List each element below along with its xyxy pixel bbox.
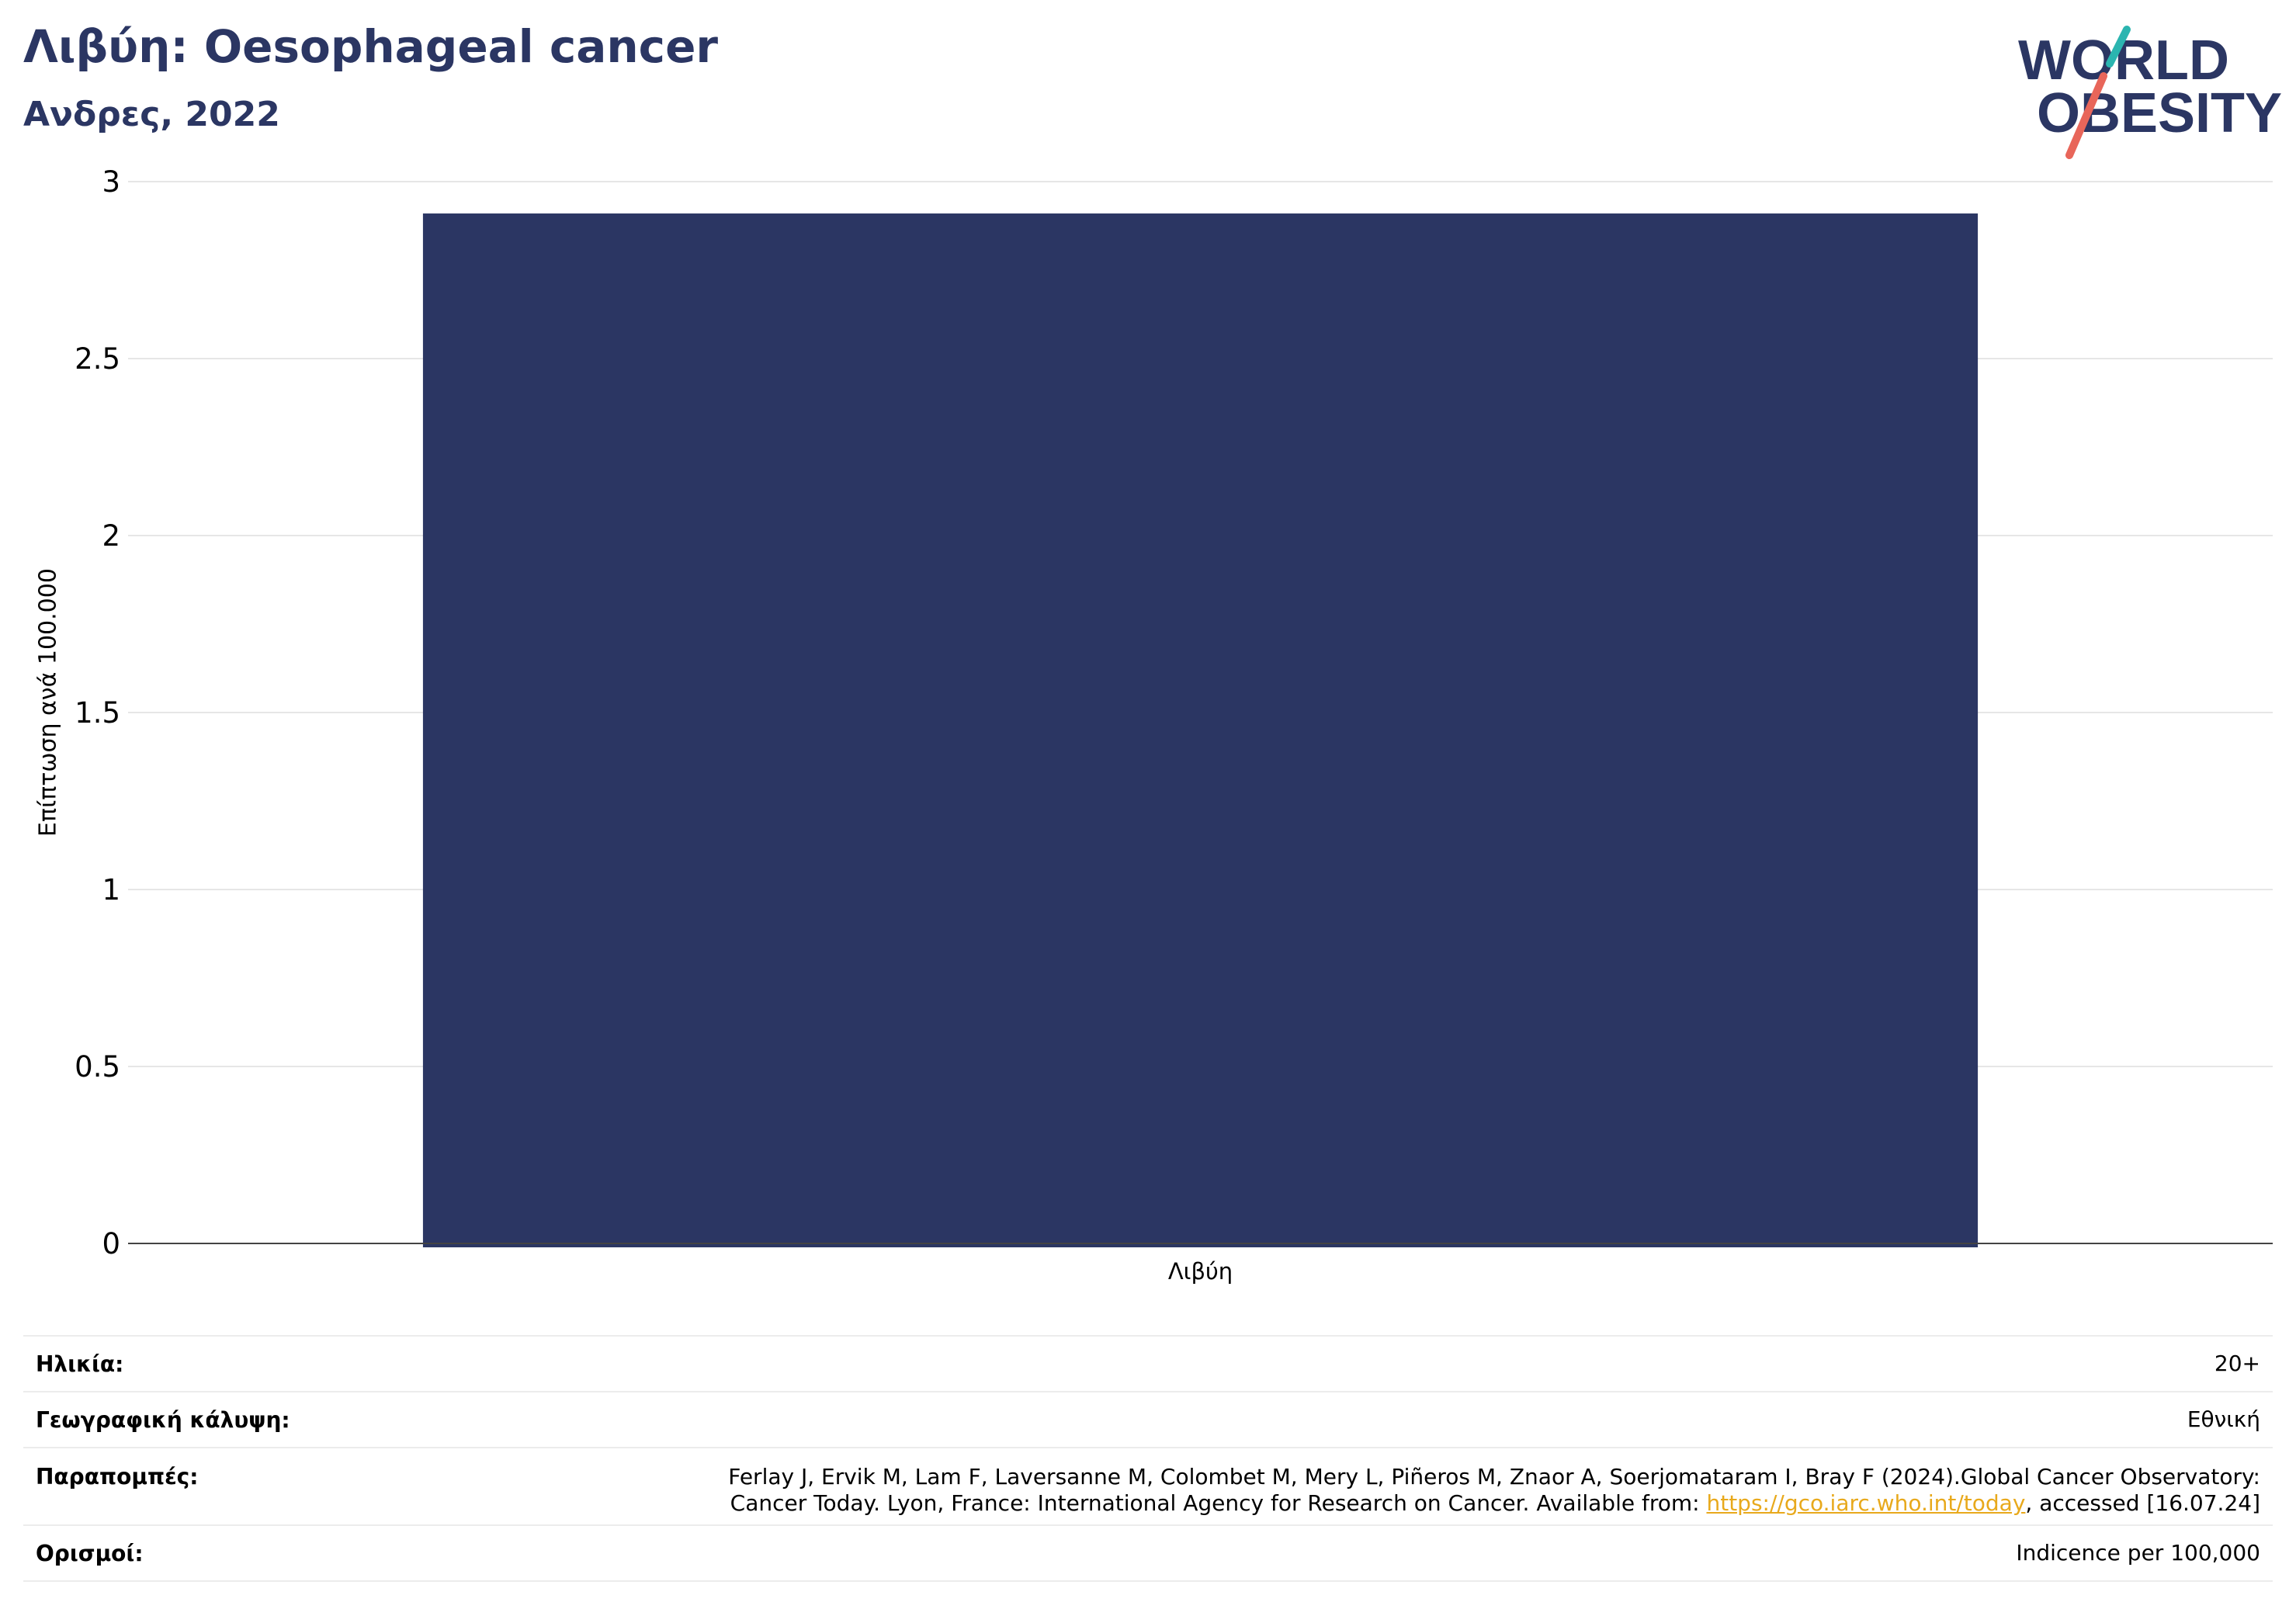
references-link[interactable]: https://gco.iarc.who.int/today xyxy=(1706,1490,2026,1516)
logo-slash-bottom xyxy=(2065,72,2107,159)
bar-chart: 0 0.5 1 1.5 2 2.5 3 Λιβύη xyxy=(75,165,2273,1285)
age-value: 20+ xyxy=(365,1335,2273,1392)
coverage-label: Γεωγραφική κάλυψη: xyxy=(23,1391,366,1448)
references-text-accessed: , accessed [16.07.24] xyxy=(2025,1490,2260,1516)
logo-slash-top xyxy=(2106,26,2131,68)
info-row-age: Ηλικία: 20+ xyxy=(23,1335,2273,1392)
y-tick-label: 1 xyxy=(102,873,120,907)
page-subtitle: Ανδρες, 2022 xyxy=(23,95,280,134)
bars xyxy=(422,213,1979,1247)
page-title: Λιβύη: Oesophageal cancer xyxy=(23,20,719,73)
coverage-value: Εθνική xyxy=(365,1391,2273,1448)
definitions-label: Ορισμοί: xyxy=(23,1524,366,1582)
y-tick-label: 0 xyxy=(102,1227,120,1261)
y-tick-label: 1.5 xyxy=(75,696,120,730)
world-obesity-logo: WORLD OBESITY xyxy=(2018,26,2282,159)
y-tick-label: 3 xyxy=(102,165,120,199)
bar xyxy=(422,213,1979,1247)
info-row-definitions: Ορισμοί: Indicence per 100,000 xyxy=(23,1524,2273,1582)
age-label: Ηλικία: xyxy=(23,1335,366,1392)
y-tick-labels: 0 0.5 1 1.5 2 2.5 3 xyxy=(75,165,120,1261)
y-axis-title: Επίπτωση ανά 100.000 xyxy=(34,568,62,837)
info-row-coverage: Γεωγραφική κάλυψη: Εθνική xyxy=(23,1391,2273,1448)
info-row-references: Παραπομπές: Ferlay J, Ervik M, Lam F, La… xyxy=(23,1447,2273,1526)
definitions-value: Indicence per 100,000 xyxy=(365,1524,2273,1582)
references-text-line2: Cancer Today. Lyon, France: Internationa… xyxy=(730,1490,1707,1516)
y-tick-label: 0.5 xyxy=(75,1050,120,1084)
x-tick-labels: Λιβύη xyxy=(1168,1258,1233,1285)
x-tick-label: Λιβύη xyxy=(1168,1258,1233,1285)
info-table: Ηλικία: 20+ Γεωγραφική κάλυψη: Εθνική Πα… xyxy=(23,1335,2273,1582)
references-label: Παραπομπές: xyxy=(23,1447,366,1526)
references-value: Ferlay J, Ervik M, Lam F, Laversanne M, … xyxy=(365,1447,2273,1526)
references-text-line1: Ferlay J, Ervik M, Lam F, Laversanne M, … xyxy=(728,1464,2260,1489)
y-tick-label: 2.5 xyxy=(75,342,120,376)
y-tick-label: 2 xyxy=(102,519,120,553)
